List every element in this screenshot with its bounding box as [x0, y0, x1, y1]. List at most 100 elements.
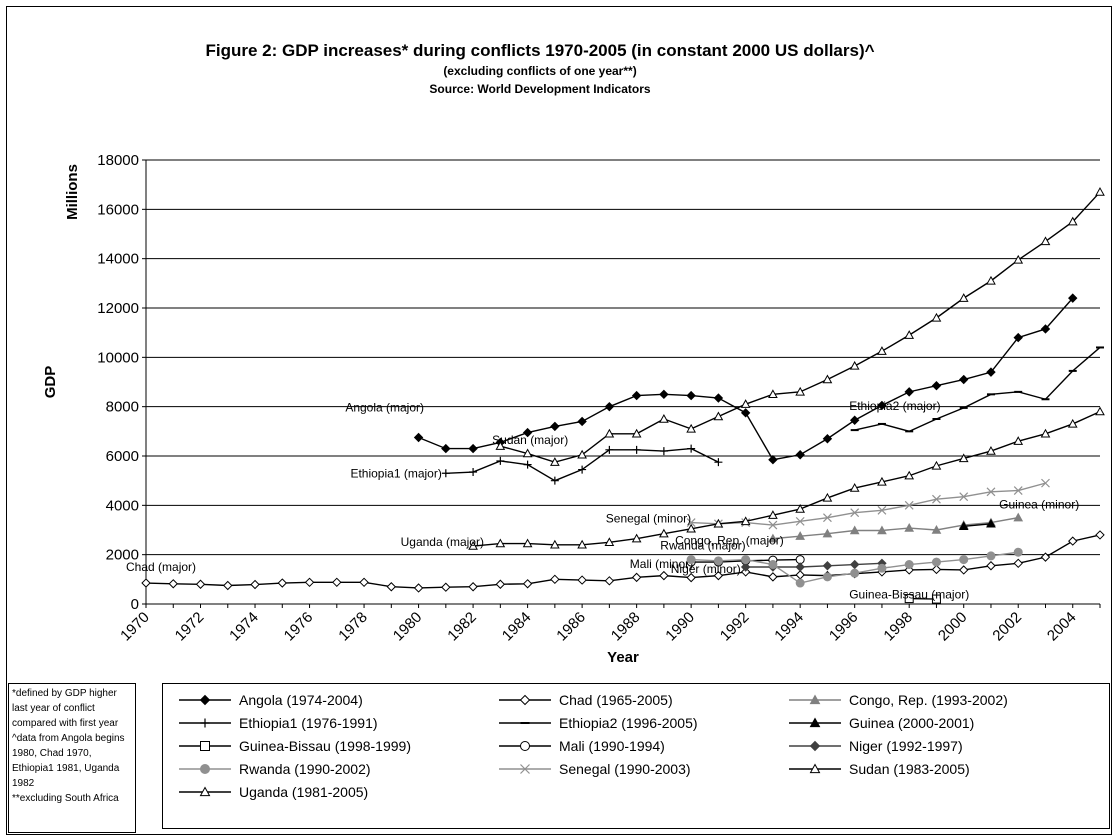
data-point — [1095, 406, 1105, 416]
legend-label: Niger (1992-1997) — [849, 738, 963, 754]
data-point — [1095, 187, 1105, 196]
data-point — [195, 579, 206, 589]
data-point — [468, 541, 478, 550]
data-point — [849, 360, 860, 370]
data-point — [959, 555, 969, 565]
data-point — [332, 577, 342, 588]
data-point — [822, 572, 832, 582]
data-point — [686, 390, 696, 401]
data-point — [795, 570, 805, 580]
footnote-3: **excluding South Africa — [12, 793, 119, 804]
data-point — [822, 374, 833, 384]
data-point — [768, 389, 778, 399]
data-point — [931, 524, 942, 534]
data-point — [931, 564, 942, 575]
data-point — [577, 575, 587, 585]
data-point — [659, 528, 669, 538]
data-point — [958, 453, 969, 463]
data-point — [550, 476, 559, 485]
x-tick-label: 1990 — [662, 609, 698, 645]
data-point — [577, 416, 587, 427]
x-tick-label: 1972 — [172, 609, 208, 645]
data-point — [250, 579, 260, 590]
data-point — [795, 562, 805, 572]
chart-frame — [6, 6, 1112, 835]
legend-swatch — [499, 764, 551, 774]
data-point — [141, 578, 151, 588]
data-point — [795, 516, 805, 526]
series: Sudan (major) — [492, 187, 1105, 466]
legend-label: Chad (1965-2005) — [559, 692, 673, 708]
series-label: Ethiopia2 (major) — [849, 399, 940, 413]
data-point — [659, 389, 669, 400]
chart-titles: Figure 2: GDP increases* during conflict… — [0, 40, 1080, 98]
data-point — [822, 528, 833, 538]
data-point — [687, 444, 696, 453]
legend-label: Rwanda (1990-2002) — [239, 761, 371, 777]
data-point — [931, 380, 942, 391]
data-point — [958, 293, 969, 302]
data-point — [1013, 512, 1024, 522]
series: Senegal (minor) — [606, 478, 1050, 530]
series-line — [500, 191, 1101, 463]
chart-legend: Angola (1974-2004) Chad (1965-2005) Congo,… — [162, 683, 1110, 829]
data-point — [959, 492, 969, 502]
data-point — [904, 522, 915, 532]
x-tick-label: 1974 — [226, 609, 262, 645]
data-point — [632, 445, 641, 454]
data-point — [468, 582, 478, 592]
data-point — [223, 580, 233, 591]
data-point — [768, 510, 778, 519]
data-point — [904, 470, 915, 480]
data-point — [904, 387, 914, 397]
series-label: Guinea (minor) — [999, 497, 1079, 511]
x-tick-label: 1988 — [608, 609, 644, 645]
data-point — [713, 556, 723, 566]
data-point — [795, 578, 805, 588]
data-point — [1013, 332, 1023, 343]
data-point — [1067, 418, 1078, 428]
legend-marker — [199, 694, 211, 706]
x-tick-label: 1986 — [553, 609, 589, 645]
data-point — [550, 457, 560, 466]
data-point — [550, 539, 560, 549]
series-line — [473, 410, 1101, 547]
legend-swatch — [789, 763, 841, 774]
data-point — [849, 525, 860, 535]
data-point — [877, 476, 887, 486]
data-point — [550, 574, 560, 585]
data-point — [768, 520, 778, 530]
legend-swatch — [499, 722, 551, 724]
data-point — [686, 555, 696, 565]
x-tick-label: 1994 — [771, 609, 807, 645]
data-point — [1040, 236, 1051, 246]
data-point — [877, 525, 887, 535]
data-point — [795, 386, 806, 396]
series-label: Sudan (major) — [492, 433, 568, 447]
data-point — [877, 563, 887, 573]
series-line — [963, 523, 992, 527]
data-point — [958, 521, 969, 530]
legend-swatch — [789, 717, 841, 728]
data-point — [877, 346, 887, 355]
legend-label: Senegal (1990-2003) — [559, 761, 691, 777]
data-point — [468, 443, 478, 454]
data-point — [740, 408, 751, 418]
data-point — [469, 468, 478, 477]
y-axis-unit: Millions — [64, 164, 81, 220]
series: Uganda (major) — [401, 406, 1105, 550]
x-tick-label: 2004 — [1044, 609, 1080, 645]
series: Rwanda (major) — [660, 539, 1023, 588]
legend-label: Guinea (2000-2001) — [849, 715, 975, 731]
series-line — [145, 534, 1101, 589]
series-label: Mali (minor) — [630, 557, 693, 571]
chart-source: Source: World Development Indicators — [429, 82, 651, 96]
x-tick-label: 1992 — [717, 609, 753, 645]
data-point — [877, 400, 887, 411]
legend-swatch — [179, 786, 231, 797]
series: Ethiopia1 (major) — [350, 444, 723, 485]
data-point — [631, 390, 642, 401]
y-tick-label: 2000 — [106, 547, 139, 564]
y-tick-label: 18000 — [97, 152, 139, 169]
data-point — [495, 579, 506, 589]
